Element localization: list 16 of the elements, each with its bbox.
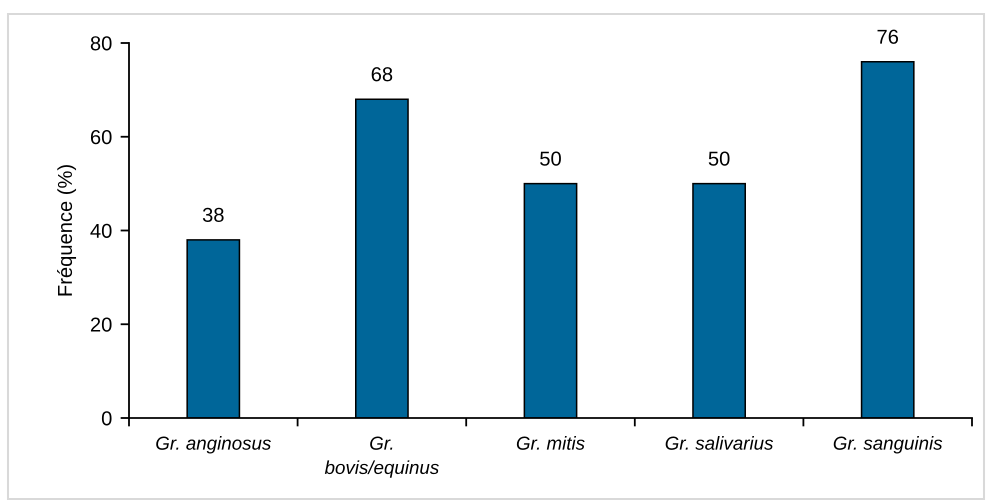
y-tick-label: 0 xyxy=(102,411,112,426)
x-tick-label: Gr. mitis xyxy=(516,436,585,450)
x-tick-label: Gr. sanguinis xyxy=(834,436,942,454)
x-tick-label: Gr. bovis/equinus xyxy=(324,436,439,478)
data-label: 50 xyxy=(540,151,561,166)
x-tick-label: Gr. anginosus xyxy=(156,436,271,454)
y-axis-title: Fréquence (%) xyxy=(57,165,76,296)
data-label: 68 xyxy=(372,67,392,82)
y-tick-label: 60 xyxy=(90,130,112,144)
data-label: 38 xyxy=(202,208,224,222)
data-label: 50 xyxy=(708,151,730,166)
x-tick-label: Gr. salivarius xyxy=(666,436,774,450)
y-tick-label: 40 xyxy=(90,224,112,238)
y-tick-label: 80 xyxy=(90,36,112,50)
data-label: 76 xyxy=(878,30,898,44)
y-tick-label: 20 xyxy=(90,317,112,332)
